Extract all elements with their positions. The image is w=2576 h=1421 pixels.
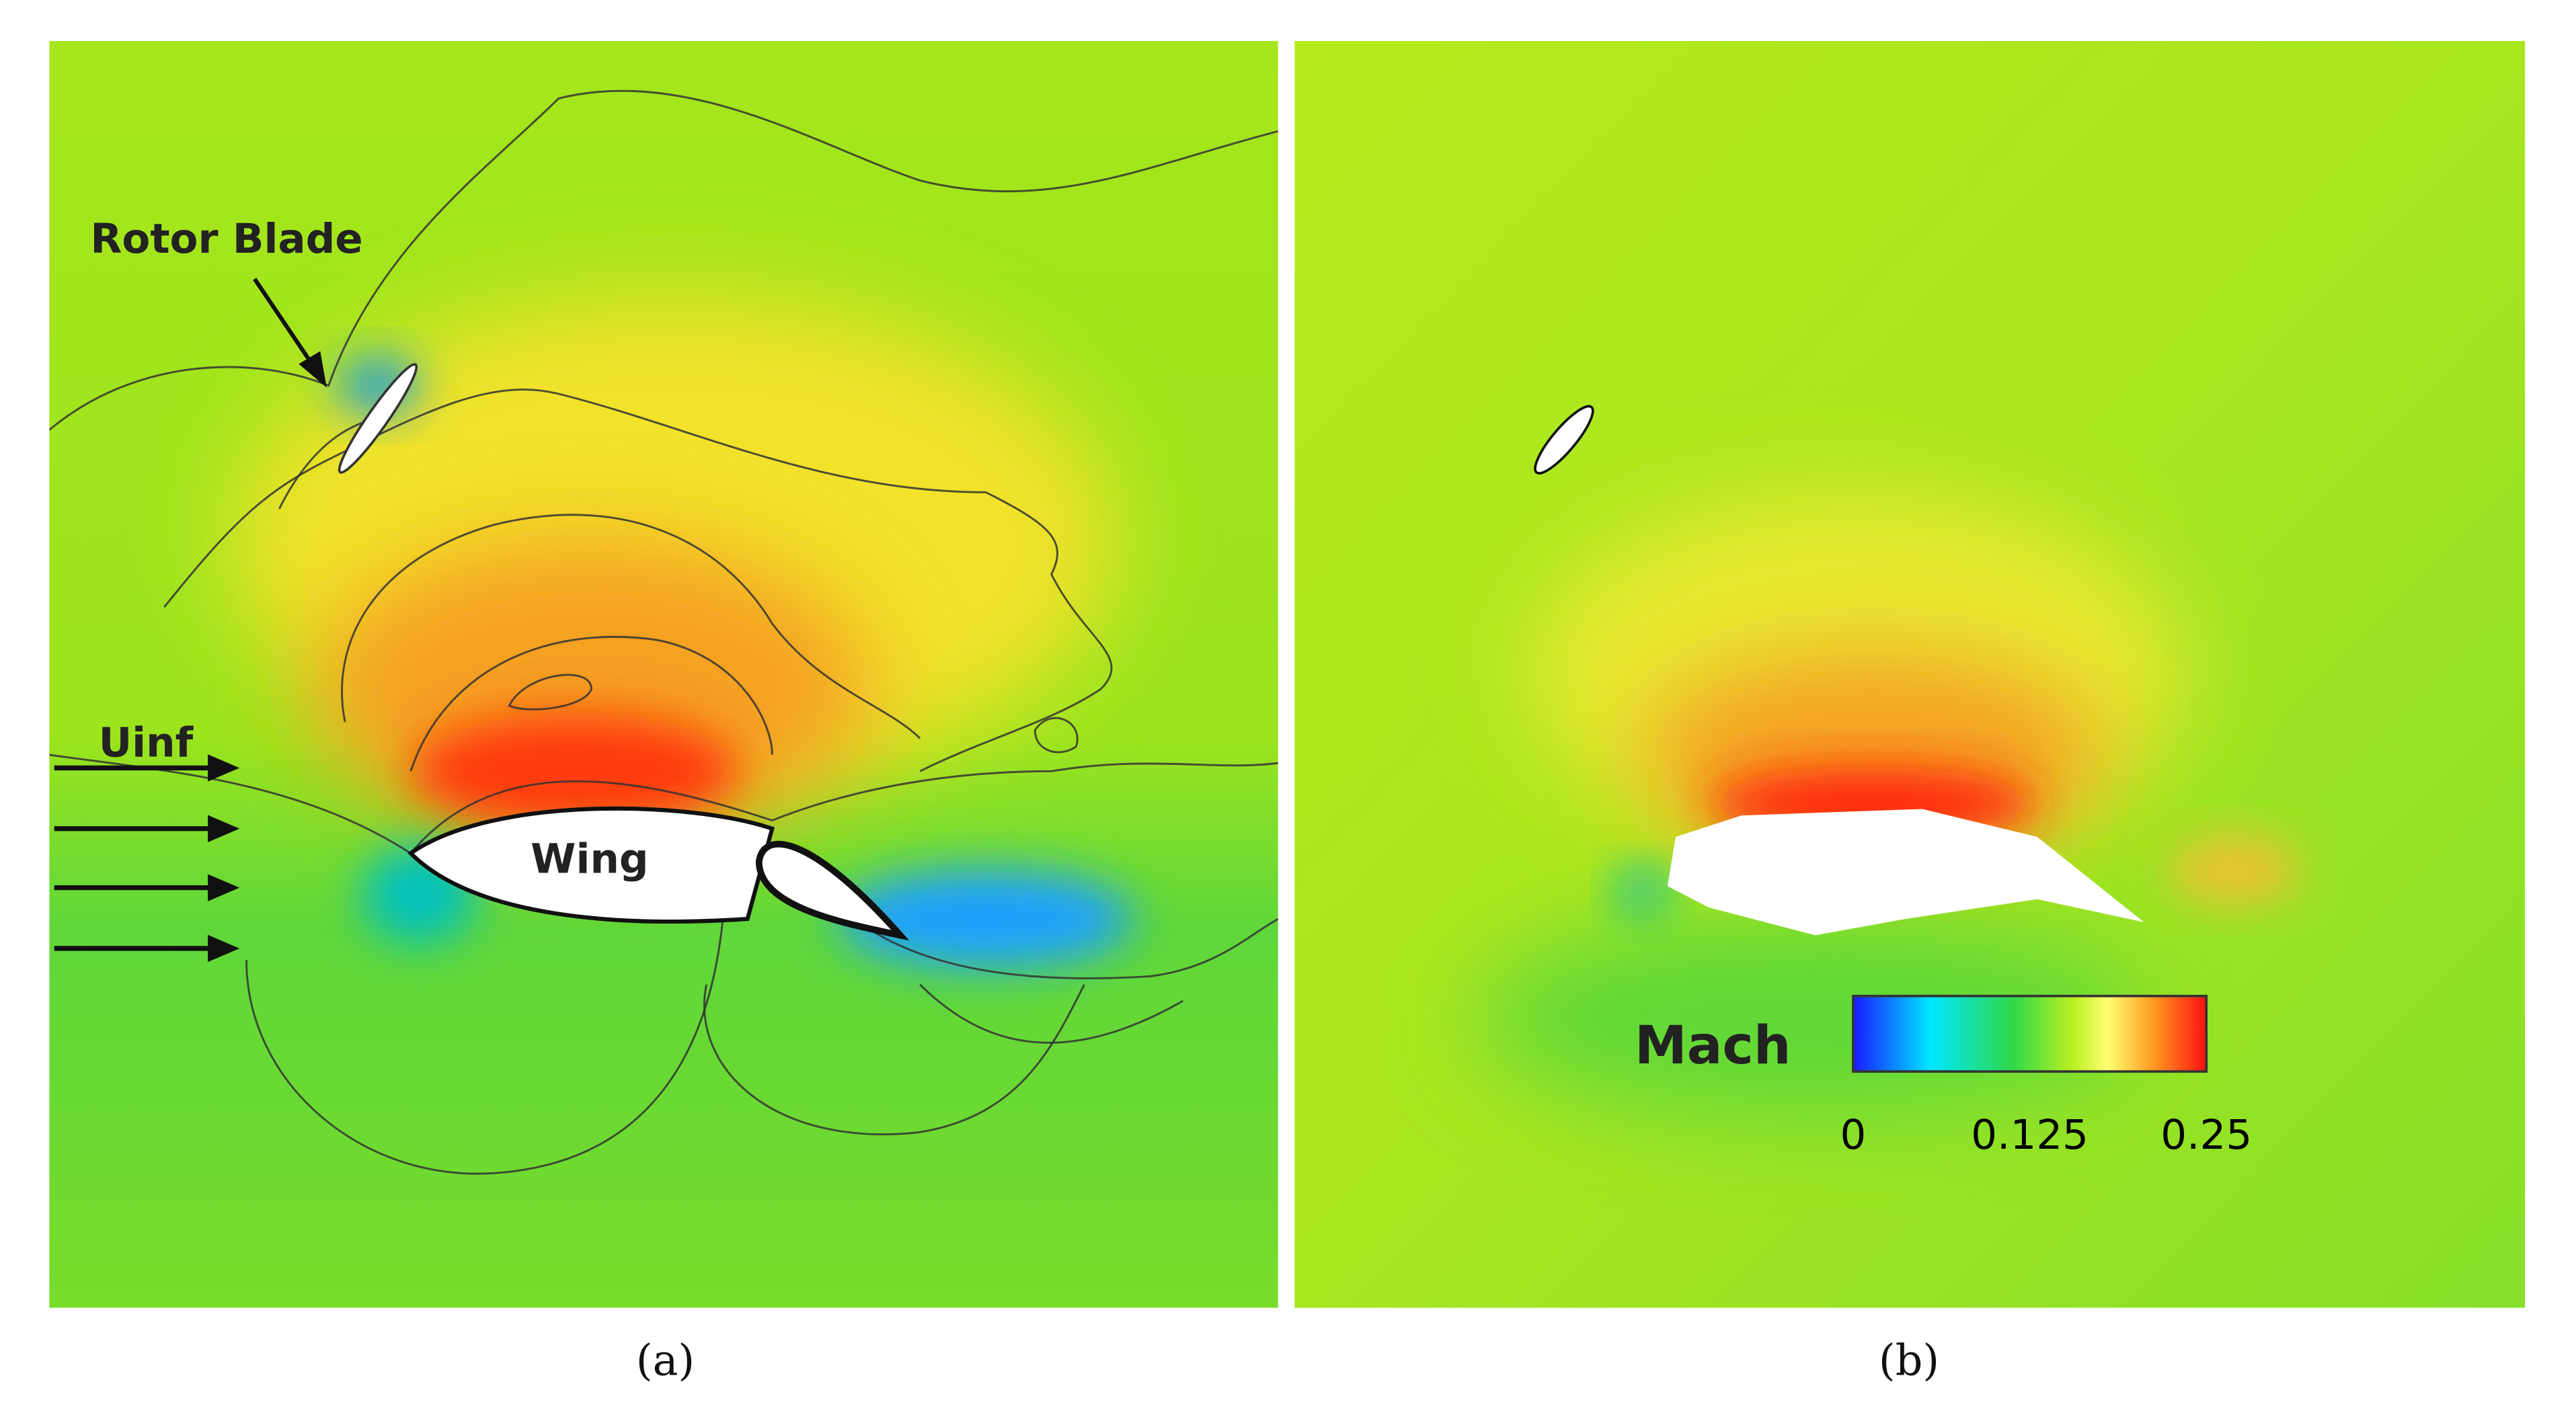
- rotor-blade-shape: [1534, 405, 1594, 475]
- colorbar-title: Mach: [1635, 1015, 1791, 1076]
- wing-shape: [1667, 809, 2144, 936]
- panel-b-field: [1294, 41, 2526, 1308]
- rotor-blade-shape: [338, 363, 418, 474]
- colorbar-tick-label: 0.125: [1971, 1111, 2089, 1159]
- colorbar: [1852, 994, 2208, 1073]
- panel-a-field: [49, 41, 1278, 1308]
- panel-label: (b): [1879, 1336, 1939, 1385]
- colorbar-ticks: 0 0.125 0.25: [1840, 1111, 2253, 1159]
- flap-shape: [755, 840, 910, 941]
- panel-label: (a): [636, 1336, 695, 1385]
- rotor-blade-pointer: [253, 278, 327, 388]
- annotation: Uinf: [99, 719, 194, 766]
- colorbar-tick-label: 0.25: [2160, 1111, 2252, 1159]
- inflow-arrows: [54, 754, 240, 963]
- annotation: Rotor Blade: [90, 215, 362, 263]
- colorbar-tick-label: 0: [1840, 1111, 1867, 1159]
- annotation: Wing: [531, 836, 648, 883]
